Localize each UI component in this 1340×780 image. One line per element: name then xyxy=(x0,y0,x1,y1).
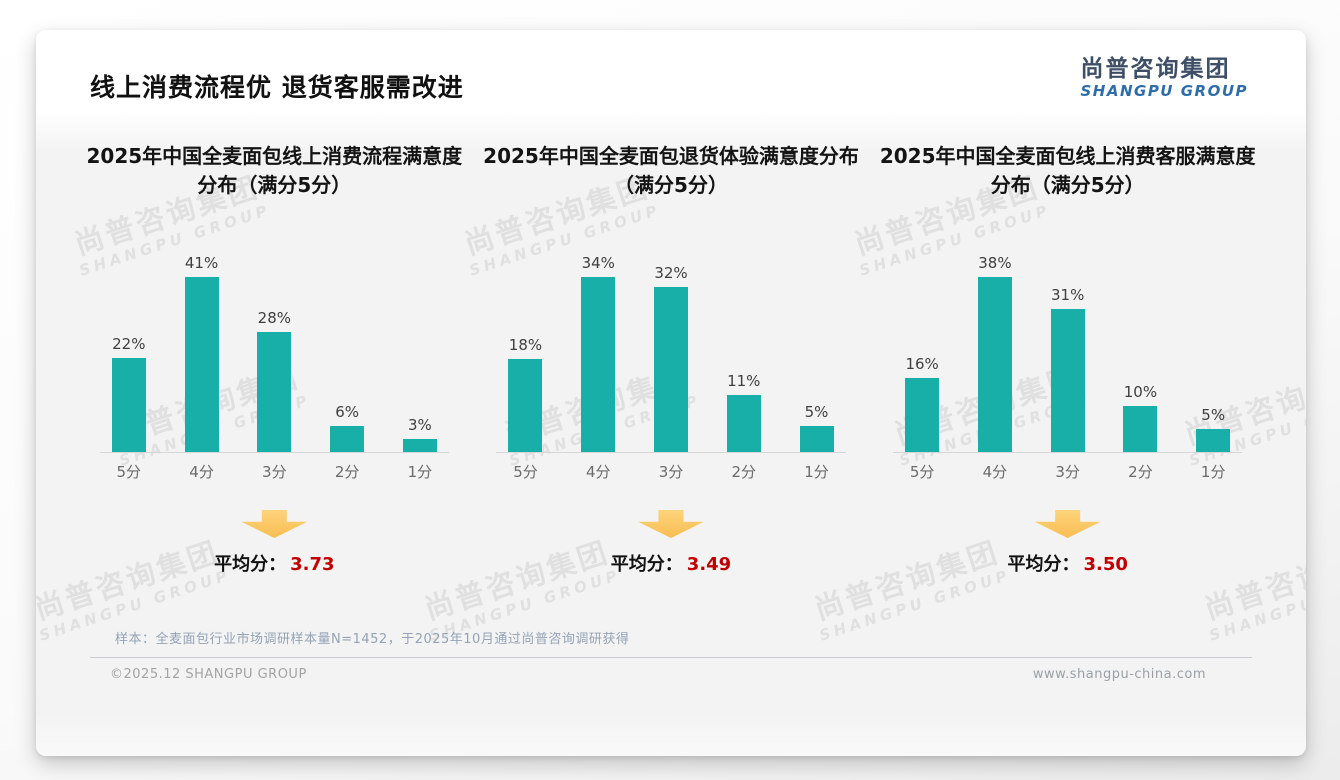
average-score: 平均分： 3.49 xyxy=(611,550,731,576)
category-label: 5分 xyxy=(513,463,538,481)
category-label: 2分 xyxy=(334,463,360,481)
bar-value-label: 32% xyxy=(654,264,688,282)
bar-cell: 3% xyxy=(391,416,449,452)
bar xyxy=(581,277,616,452)
bar-value-label: 28% xyxy=(257,309,291,327)
logo-chinese-name: 尚普咨询集团 xyxy=(1080,56,1231,82)
chart-column-process: 2025年中国全麦面包线上消费流程满意度分布（满分5分） 22% 41% 28% 6%… xyxy=(76,142,473,576)
category-label: 4分 xyxy=(585,463,611,481)
slide-header: 线上消费流程优 退货客服需改进 尚普咨询集团 SHANGPU GROUP xyxy=(36,30,1306,104)
bar-chart-returns: 18% 34% 32% 11% 5% 5分 4分 3分 2分 1分 xyxy=(496,230,846,482)
bar-cell: 22% xyxy=(100,335,158,452)
website-url: www.shangpu-china.com xyxy=(1032,667,1206,682)
category-label: 3分 xyxy=(262,463,287,481)
bar-cell: 5% xyxy=(788,403,846,452)
bar xyxy=(1123,406,1158,452)
category-label: 3分 xyxy=(1055,463,1080,481)
sample-footnote: 样本：全麦面包行业市场调研样本量N=1452，于2025年10月通过尚普咨询调研… xyxy=(115,632,630,647)
copyright-text: ©2025.12 SHANGPU GROUP xyxy=(110,667,307,682)
average-score: 平均分： 3.73 xyxy=(214,550,334,576)
average-value: 3.49 xyxy=(686,554,732,575)
bar-value-label: 6% xyxy=(335,403,359,421)
bar xyxy=(799,426,834,452)
category-axis: 5分 4分 3分 2分 1分 xyxy=(893,453,1242,482)
bar-cell: 18% xyxy=(496,336,554,452)
footer-divider xyxy=(90,657,1252,658)
bar-value-label: 22% xyxy=(112,335,146,353)
category-label: 5分 xyxy=(909,463,935,481)
category-label: 4分 xyxy=(189,463,214,481)
category-label: 2分 xyxy=(731,463,757,481)
average-score: 平均分： 3.50 xyxy=(1007,550,1127,576)
average-label: 平均分： xyxy=(610,554,683,575)
bar-cell: 38% xyxy=(966,254,1024,452)
bar-value-label: 41% xyxy=(184,254,219,272)
bar-cell: 6% xyxy=(318,403,376,452)
chart-title: 2025年中国全麦面包线上消费客服满意度分布（满分5分） xyxy=(879,144,1256,197)
bar-value-label: 34% xyxy=(581,254,615,272)
category-label: 5分 xyxy=(116,463,142,481)
charts-row: 2025年中国全麦面包线上消费流程满意度分布（满分5分） 22% 41% 28% 6%… xyxy=(76,142,1266,576)
bar xyxy=(184,277,219,452)
bar xyxy=(402,439,437,452)
bars-row: 22% 41% 28% 6% 3% xyxy=(99,230,449,453)
bar xyxy=(1050,309,1085,452)
bars-row: 16% 38% 31% 10% 5% xyxy=(893,230,1243,453)
bar xyxy=(1196,429,1231,452)
bar-value-label: 10% xyxy=(1123,383,1158,401)
category-axis: 5分 4分 3分 2分 1分 xyxy=(496,453,845,482)
category-label: 3分 xyxy=(658,463,684,481)
bar-value-label: 5% xyxy=(804,403,829,421)
bar xyxy=(111,358,146,452)
bar-cell: 28% xyxy=(245,309,303,452)
category-label: 4分 xyxy=(982,463,1008,481)
down-arrow-icon xyxy=(241,510,308,538)
bar-value-label: 3% xyxy=(407,416,432,434)
bar-value-label: 18% xyxy=(508,336,543,354)
category-label: 1分 xyxy=(1200,463,1226,481)
bar-cell: 31% xyxy=(1039,286,1097,452)
down-arrow-icon xyxy=(638,510,704,538)
bar-value-label: 16% xyxy=(905,355,939,373)
chart-title: 2025年中国全麦面包线上消费流程满意度分布（满分5分） xyxy=(86,144,463,197)
category-label: 1分 xyxy=(407,463,433,481)
bar xyxy=(905,378,940,452)
average-label: 平均分： xyxy=(1007,554,1080,575)
company-logo: 尚普咨询集团 SHANGPU GROUP xyxy=(1080,56,1248,100)
bar-cell: 5% xyxy=(1184,406,1242,452)
bar xyxy=(508,359,543,452)
bar xyxy=(330,426,365,452)
footer: ©2025.12 SHANGPU GROUP www.shangpu-china… xyxy=(36,658,1306,682)
bar-cell: 32% xyxy=(642,264,700,452)
category-axis: 5分 4分 3分 2分 1分 xyxy=(100,453,449,482)
bar xyxy=(257,332,292,452)
bar-cell: 10% xyxy=(1111,383,1169,452)
chart-column-service: 2025年中国全麦面包线上消费客服满意度分布（满分5分） 16% 38% 31% 10… xyxy=(869,142,1266,576)
bar-cell: 34% xyxy=(569,254,627,452)
logo-english-name: SHANGPU GROUP xyxy=(1080,82,1248,101)
chart-title: 2025年中国全麦面包退货体验满意度分布（满分5分） xyxy=(483,144,859,197)
chart-column-returns: 2025年中国全麦面包退货体验满意度分布（满分5分） 18% 34% 32% 11% 5… xyxy=(473,142,870,576)
bar xyxy=(654,287,688,452)
bar xyxy=(977,277,1012,452)
bar-cell: 16% xyxy=(893,355,951,452)
bar-cell: 41% xyxy=(173,254,231,452)
bar-cell: 11% xyxy=(715,372,773,452)
bar-chart-process: 22% 41% 28% 6% 3% 5分 4分 3分 2分 1分 xyxy=(99,230,449,482)
bar-chart-service: 16% 38% 31% 10% 5% 5分 4分 3分 2分 1分 xyxy=(893,230,1243,482)
slide-card: 尚普咨询集团 SHANGPU GROUP 尚普咨询集团 SHANGPU GROUP 尚普… xyxy=(36,30,1306,756)
bar-value-label: 31% xyxy=(1051,286,1085,304)
average-value: 3.50 xyxy=(1083,554,1128,575)
bar-value-label: 5% xyxy=(1201,406,1226,424)
bar-value-label: 38% xyxy=(978,254,1012,272)
average-label: 平均分： xyxy=(214,554,287,575)
bars-row: 18% 34% 32% 11% 5% xyxy=(496,230,846,453)
category-label: 1分 xyxy=(804,463,829,481)
category-label: 2分 xyxy=(1128,463,1153,481)
average-value: 3.73 xyxy=(290,554,335,575)
bar xyxy=(726,395,761,452)
page-title: 线上消费流程优 退货客服需改进 xyxy=(90,73,464,102)
bar-value-label: 11% xyxy=(727,372,761,390)
down-arrow-icon xyxy=(1034,510,1101,538)
